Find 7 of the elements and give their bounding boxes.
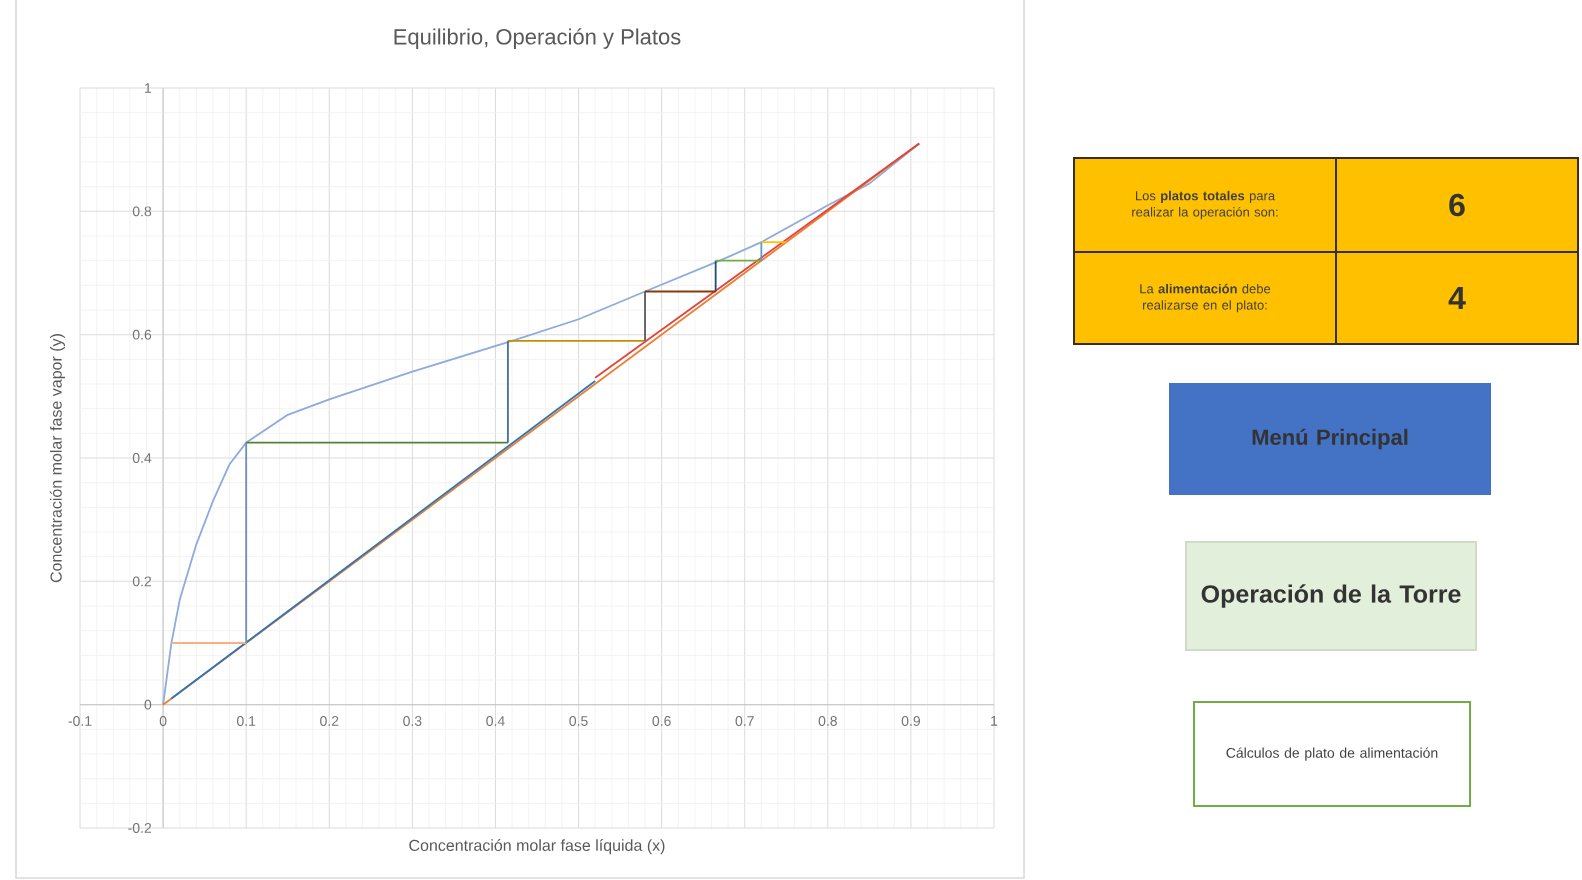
text: 4 (1448, 287, 1466, 310)
y-axis-title: Concentración molar fase vapor (y) (49, 334, 65, 583)
text: 6 (1449, 193, 1465, 217)
text: Operación de la Torre (1201, 584, 1461, 608)
chart-title: Equilibrio, Operación y Platos (394, 28, 681, 49)
text: Menú Principal (1252, 428, 1408, 450)
x-axis-title: Concentración molar fase líquida (x) (409, 839, 665, 855)
